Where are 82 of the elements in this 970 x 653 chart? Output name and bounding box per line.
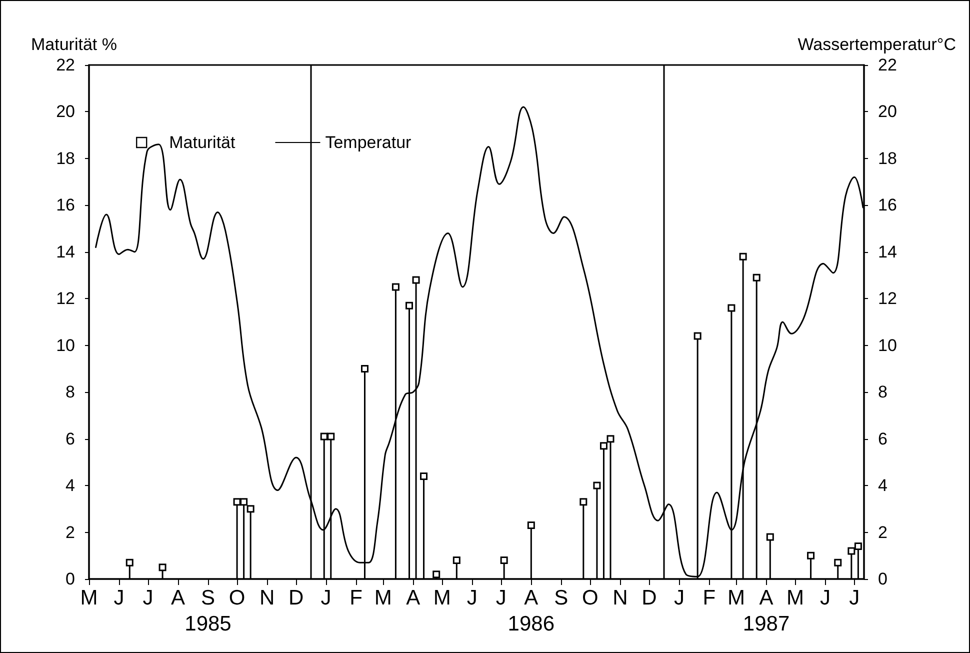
x-tick-label: J bbox=[320, 586, 332, 610]
x-tick-label: N bbox=[259, 586, 275, 610]
x-tick-label: J bbox=[114, 586, 124, 610]
x-tick-label: J bbox=[466, 586, 478, 610]
y-tick-label: 2 bbox=[66, 522, 75, 542]
y-axis-title: Maturität % bbox=[31, 35, 117, 54]
y-tick-label: 14 bbox=[56, 242, 75, 262]
y2-tick-label: 2 bbox=[878, 522, 888, 542]
x-tick-label: O bbox=[582, 586, 598, 610]
x-tick-label: M bbox=[374, 586, 392, 610]
y2-tick-label: 10 bbox=[878, 336, 897, 355]
x-tick-label: F bbox=[702, 586, 716, 610]
point bbox=[580, 498, 588, 506]
y2-axis-title: Wassertemperatur°C bbox=[798, 35, 956, 54]
x-tick-label: F bbox=[350, 586, 362, 610]
y-tick-label: 8 bbox=[66, 382, 75, 402]
point bbox=[848, 547, 856, 555]
point bbox=[406, 302, 414, 310]
point bbox=[158, 564, 166, 572]
y2-tick-label: 4 bbox=[878, 476, 888, 496]
x-tick-label: M bbox=[80, 586, 98, 610]
point bbox=[452, 556, 460, 564]
point bbox=[834, 558, 842, 566]
point bbox=[807, 552, 815, 560]
point bbox=[320, 432, 328, 440]
point bbox=[432, 570, 440, 578]
x-tick-label: M bbox=[786, 586, 804, 610]
point bbox=[420, 472, 428, 480]
point bbox=[240, 498, 248, 506]
point bbox=[694, 332, 702, 340]
x-tick-label: J bbox=[674, 586, 684, 610]
x-tick-label: N bbox=[612, 586, 628, 610]
point bbox=[606, 435, 614, 443]
x-tick-label: D bbox=[288, 586, 304, 610]
point bbox=[233, 498, 241, 506]
x-tick-label: J bbox=[849, 586, 860, 610]
y-tick-label: 10 bbox=[56, 336, 75, 355]
x-tick-label: S bbox=[554, 586, 568, 610]
y2-tick-label: 6 bbox=[878, 429, 888, 448]
x-tick-label: J bbox=[496, 586, 506, 610]
x-tick-label: J bbox=[142, 586, 154, 610]
y2-tick-label: 0 bbox=[878, 570, 888, 588]
y-tick-label: 0 bbox=[66, 570, 75, 588]
x-tick-label: A bbox=[406, 586, 420, 610]
y2-tick-label: 8 bbox=[878, 382, 888, 402]
y2-tick-label: 18 bbox=[878, 148, 897, 168]
point bbox=[126, 558, 134, 566]
x-tick-label: A 1986 bbox=[508, 586, 555, 636]
x-tick-label: J bbox=[820, 586, 831, 610]
x-tick-label: M bbox=[728, 586, 746, 610]
y-tick-label: 20 bbox=[56, 102, 75, 122]
point bbox=[854, 542, 862, 550]
x-tick-label: D bbox=[642, 586, 657, 610]
point bbox=[739, 252, 747, 260]
x-tick-label: O bbox=[228, 586, 246, 610]
x-tick-label: M bbox=[433, 586, 451, 610]
y2-tick-label: 22 bbox=[878, 56, 897, 74]
point bbox=[500, 556, 508, 564]
point bbox=[766, 533, 774, 541]
point bbox=[246, 505, 254, 513]
point bbox=[412, 276, 420, 284]
point bbox=[327, 432, 335, 440]
point bbox=[361, 364, 368, 372]
y-tick-label: 4 bbox=[66, 476, 75, 496]
y-tick-label: 12 bbox=[56, 289, 75, 308]
point bbox=[752, 274, 760, 282]
legend-label: Temperatur bbox=[325, 133, 412, 152]
x-tick-label: A bbox=[171, 586, 186, 610]
y-tick-label: 16 bbox=[56, 196, 75, 215]
y2-tick-label: 20 bbox=[878, 102, 897, 122]
point bbox=[527, 522, 535, 530]
y-tick-label: 22 bbox=[56, 56, 75, 74]
legend-label: Maturität bbox=[169, 133, 236, 152]
y2-tick-label: 14 bbox=[878, 242, 897, 262]
y2-tick-label: 16 bbox=[878, 196, 897, 215]
point bbox=[593, 482, 601, 490]
point bbox=[392, 283, 400, 291]
y-tick-label: 6 bbox=[66, 429, 75, 448]
y2-tick-label: 12 bbox=[878, 289, 897, 308]
point bbox=[600, 442, 608, 450]
y-tick-label: 18 bbox=[56, 148, 75, 168]
point bbox=[728, 304, 736, 312]
